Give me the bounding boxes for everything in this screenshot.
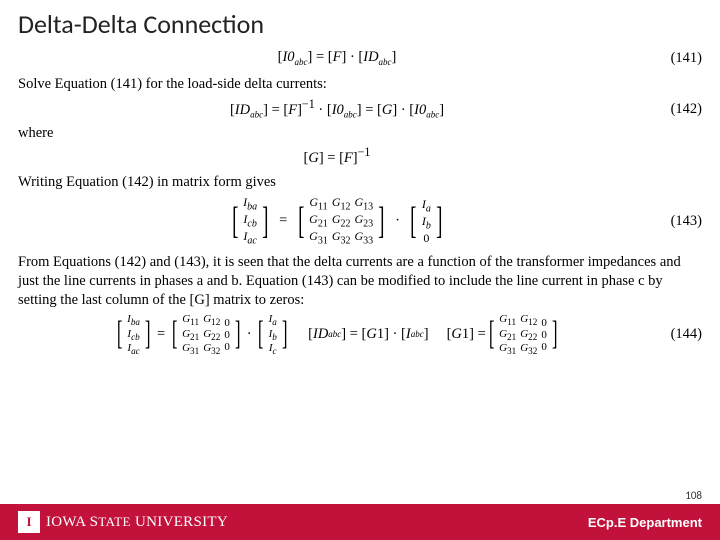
equation-g-def: [G] = [F]−1: [18, 145, 656, 168]
equation-143-row: [ IbaIcbIac ] = [ G11G21G31 G12G22G32 G1…: [18, 196, 702, 247]
slide-container: Delta-Delta Connection [I0abc] = [F] · […: [0, 0, 720, 540]
equation-142-number: (142): [656, 100, 702, 119]
university-name: IOWA STATE UNIVERSITY: [46, 514, 228, 531]
equation-144: [ IbaIcbIac ] = [ G11G21G31 G12G22G32 00…: [18, 313, 656, 356]
equation-141: [I0abc] = [F] · [IDabc]: [18, 48, 656, 69]
equation-141-number: (141): [656, 49, 702, 68]
slide-content: [I0abc] = [F] · [IDabc] (141) Solve Equa…: [0, 46, 720, 489]
footer: 108 I IOWA STATE UNIVERSITY ECp.E Depart…: [0, 489, 720, 540]
uni-part3: TATE: [98, 514, 131, 529]
equation-143: [ IbaIcbIac ] = [ G11G21G31 G12G22G32 G1…: [18, 196, 656, 247]
uni-part2: S: [86, 514, 99, 530]
uni-part1: IOWA: [46, 514, 86, 530]
paragraph-2: Writing Equation (142) in matrix form gi…: [18, 173, 702, 192]
university-logo: I IOWA STATE UNIVERSITY: [18, 511, 228, 533]
paragraph-3: From Equations (142) and (143), it is se…: [18, 253, 702, 310]
logo-icon: I: [18, 511, 40, 533]
equation-144-number: (144): [656, 325, 702, 344]
uni-part4: UNIVERSITY: [131, 514, 228, 530]
page-title: Delta-Delta Connection: [0, 0, 720, 46]
slide-number: 108: [0, 489, 720, 504]
equation-143-number: (143): [656, 212, 702, 231]
equation-144-row: [ IbaIcbIac ] = [ G11G21G31 G12G22G32 00…: [18, 313, 702, 356]
equation-g-def-row: [G] = [F]−1: [18, 145, 702, 168]
equation-142: [IDabc] = [F]−1 · [I0abc] = [G] · [I0abc…: [18, 97, 656, 121]
paragraph-1: Solve Equation (141) for the load-side d…: [18, 75, 702, 94]
where-text: where: [18, 124, 702, 143]
equation-141-row: [I0abc] = [F] · [IDabc] (141): [18, 48, 702, 69]
footer-bar: I IOWA STATE UNIVERSITY ECp.E Department: [0, 504, 720, 540]
equation-142-row: [IDabc] = [F]−1 · [I0abc] = [G] · [I0abc…: [18, 97, 702, 121]
department-name: ECp.E Department: [588, 515, 702, 530]
